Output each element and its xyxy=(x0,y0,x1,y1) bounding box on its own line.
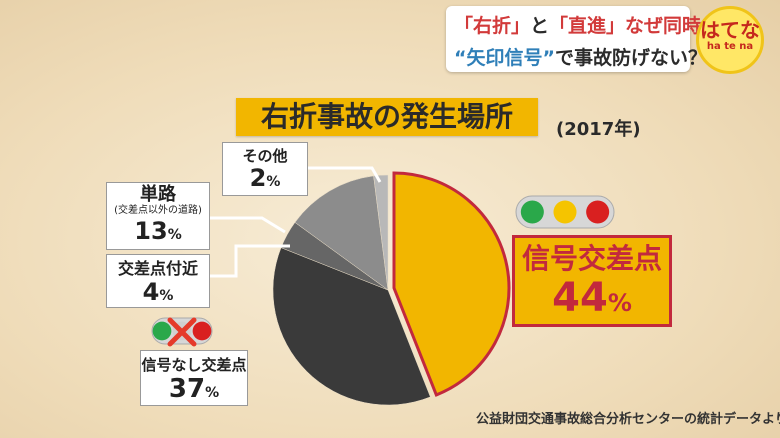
leader-road xyxy=(210,216,286,234)
label-no-signal-name: 信号なし交差点 xyxy=(141,356,247,374)
chart-title-text: 右折事故の発生場所 xyxy=(260,100,513,133)
traffic-light-icon xyxy=(515,195,615,229)
header-question: で事故防げない？ xyxy=(554,47,707,69)
hatena-badge: はてな ha te na xyxy=(696,6,764,74)
leader-near xyxy=(210,244,290,278)
label-other-value: 2% xyxy=(249,164,281,192)
header-why: なぜ同時 xyxy=(625,15,702,37)
label-other: その他 2% xyxy=(222,142,308,196)
slice-other xyxy=(373,174,389,291)
label-near-value: 4% xyxy=(142,278,174,306)
header-arrow-signal: “矢印信号” xyxy=(454,47,555,69)
label-road-name: 単路 xyxy=(140,184,176,205)
header-straight: 「直進」 xyxy=(549,15,626,37)
label-road-value: 13% xyxy=(134,217,182,245)
label-signal-value: 44% xyxy=(552,275,632,321)
label-no-signal-value: 37% xyxy=(168,374,220,404)
label-road-sub: (交差点以外の道路) xyxy=(114,205,202,216)
label-signal: 信号交差点 44% xyxy=(512,235,672,327)
slice-no-signal-intersection xyxy=(272,247,431,406)
cross-mark-icon xyxy=(167,317,197,347)
badge-sub: ha te na xyxy=(706,41,754,52)
label-signal-name: 信号交差点 xyxy=(521,242,662,275)
chart-subtitle: (2017年) xyxy=(556,119,641,140)
label-road: 単路 (交差点以外の道路) 13% xyxy=(106,182,210,250)
header-right-turn: 「右折」 xyxy=(454,15,531,37)
header-box: 「右折」と「直進」なぜ同時 “矢印信号”で事故防げない？ xyxy=(446,6,707,72)
header-line-2: “矢印信号”で事故防げない？ xyxy=(454,43,707,70)
slice-signal-intersection xyxy=(392,171,511,397)
header-and: と xyxy=(530,15,550,37)
leader-other xyxy=(308,166,382,183)
badge-main: はてな xyxy=(700,18,760,42)
label-no-signal: 信号なし交差点 37% xyxy=(140,350,248,406)
chart-title: 右折事故の発生場所 xyxy=(236,98,538,136)
label-near-name: 交差点付近 xyxy=(117,259,198,278)
slice-road xyxy=(294,175,389,291)
header-line-1: 「右折」と「直進」なぜ同時 xyxy=(454,11,701,38)
source-note: 公益財団交通事故総合分析センターの統計データより xyxy=(476,412,780,427)
label-near: 交差点付近 4% xyxy=(106,254,210,308)
label-other-name: その他 xyxy=(242,147,288,165)
